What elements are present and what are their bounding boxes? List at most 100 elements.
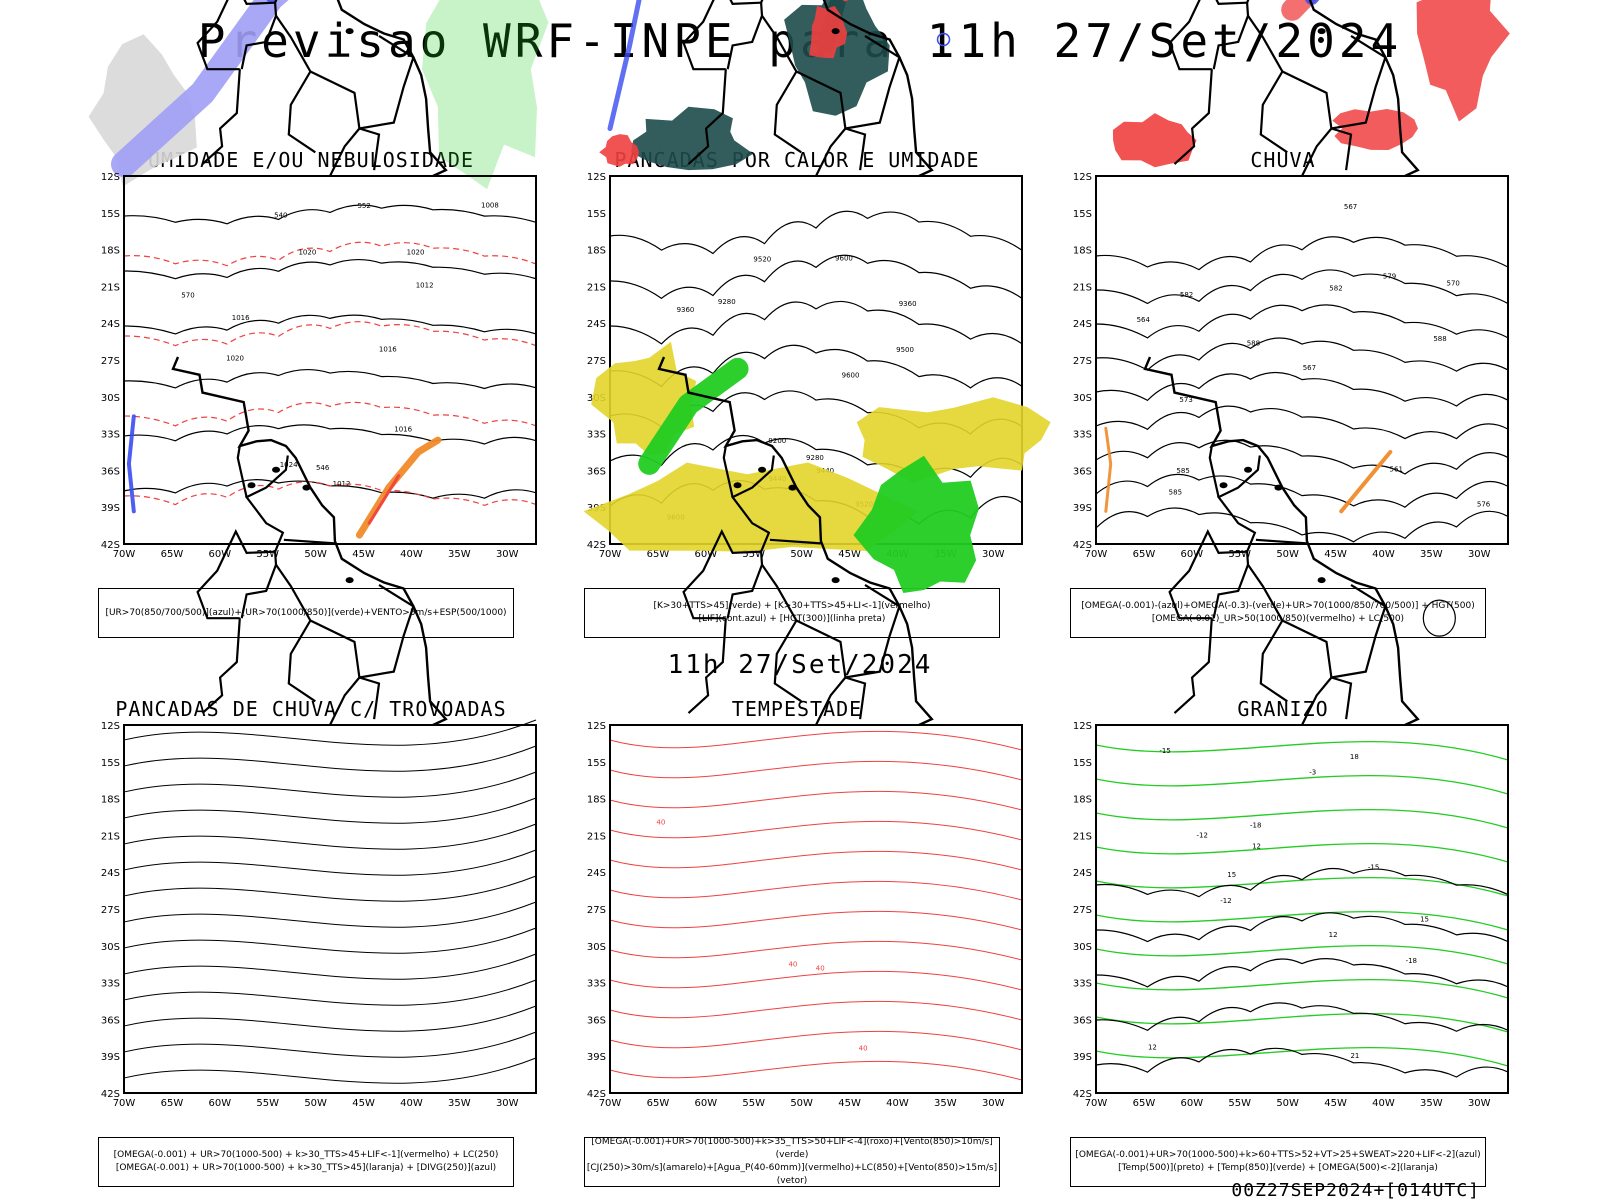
border-line <box>687 618 727 714</box>
contour-label: 576 <box>1477 500 1491 508</box>
lifted-index-line <box>607 0 642 132</box>
lat-label: 30S <box>101 393 120 404</box>
border-line <box>1247 564 1333 726</box>
contour-label: 1024 <box>280 461 298 469</box>
humidity-low-region <box>422 0 549 190</box>
lifted-index-line <box>936 32 951 47</box>
temp-500-contour <box>1095 1002 1509 1032</box>
lat-label: 33S <box>1073 979 1092 990</box>
streamline <box>123 901 537 928</box>
lat-label: 12S <box>587 721 606 732</box>
omega-500-area <box>1104 426 1113 513</box>
lon-label: 50W <box>790 1098 813 1109</box>
isobar <box>123 204 537 225</box>
contour-label: 546 <box>316 464 330 472</box>
lon-label: 60W <box>695 1098 718 1109</box>
streamline <box>123 771 537 798</box>
lon-label: 40W <box>1372 549 1395 560</box>
lon-label: 70W <box>599 1098 622 1109</box>
lat-label: 27S <box>101 356 120 367</box>
lon-label: 45W <box>1324 549 1347 560</box>
lat-label: 39S <box>587 1052 606 1063</box>
convective-area <box>784 0 890 116</box>
contour-label: 567 <box>1303 364 1316 372</box>
panel-granizo: GRANIZO -3 12 12 15 18 21 -12 -15 -18 -18 12 15 -12-… <box>1068 356 1509 1187</box>
contour-label: 12 <box>1329 931 1338 939</box>
lat-label: 36S <box>1073 466 1092 477</box>
streamline-850 <box>609 1000 1023 1021</box>
border-line <box>845 676 867 720</box>
temp-850-contour <box>1095 945 1509 965</box>
height-contour <box>1095 473 1509 508</box>
streamline <box>123 823 537 850</box>
lon-label: 60W <box>209 1098 232 1109</box>
border-line <box>1247 15 1333 177</box>
lat-label: 39S <box>1073 1052 1092 1063</box>
lake-mark <box>247 482 256 489</box>
contour-label: 1012 <box>416 281 434 289</box>
contour-label: -15 <box>1159 747 1170 755</box>
lat-label: 27S <box>1073 905 1092 916</box>
thickness-line <box>123 401 537 427</box>
legend-line: [OMEGA(-0.01)_UR>50(1000/850)(vermelho) … <box>1151 614 1405 624</box>
legend-line: [CJ(250)>30m/s](amarelo)+[Agua_P(40-60mm… <box>586 1163 998 1186</box>
panel-title: GRANIZO <box>1237 697 1329 721</box>
streamline-850 <box>609 970 1023 991</box>
legend-line: [LIF](cont.azul) + [HGT(300)](linha pret… <box>698 614 886 624</box>
border-line <box>1331 34 1387 130</box>
lat-label: 30S <box>587 942 606 953</box>
lat-label: 33S <box>101 430 120 441</box>
height-contour <box>1095 337 1509 372</box>
lat-label: 42S <box>101 1089 120 1100</box>
lat-label: 18S <box>1073 795 1092 806</box>
thunder-area-orange <box>355 436 442 539</box>
height-contour <box>609 210 1023 255</box>
lon-label: 55W <box>1228 549 1251 560</box>
lon-label: 45W <box>352 1098 375 1109</box>
lat-label: 12S <box>1073 172 1092 183</box>
border-line <box>845 127 867 171</box>
lat-label: 30S <box>1073 942 1092 953</box>
run-info: 00Z27SEP2024+[014UTC] <box>1231 1180 1480 1201</box>
temp-850-contour <box>1095 843 1509 863</box>
streamline-850 <box>609 760 1023 781</box>
lon-label: 30W <box>1468 549 1491 560</box>
temp-500-contour <box>1095 867 1509 898</box>
lake-mark <box>1219 482 1228 489</box>
coastline <box>336 0 448 178</box>
lat-label: 18S <box>101 795 120 806</box>
lon-label: 70W <box>113 1098 136 1109</box>
border-line <box>201 618 241 714</box>
lake-mark <box>831 577 840 584</box>
lake-mark <box>831 28 840 35</box>
lat-label: 42S <box>1073 1089 1092 1100</box>
border-line <box>682 528 762 620</box>
contour-label: 9520 <box>753 256 771 264</box>
panel-title: PANCADAS DE CHUVA C/ TROVOADAS <box>115 697 507 721</box>
border-line <box>1255 538 1307 545</box>
lon-label: 60W <box>695 549 718 560</box>
thickness-line <box>123 321 537 347</box>
lat-label: 24S <box>1073 319 1092 330</box>
coastline <box>1308 0 1420 178</box>
contour-label: 585 <box>1176 467 1189 475</box>
panel-legend: [K>30+TTS>45](verde) + [K>30+TTS>45+LI<-… <box>584 588 1000 638</box>
contour-label: 588 <box>1247 340 1260 348</box>
lon-label: 35W <box>1420 549 1443 560</box>
contour-label: 570 <box>1447 279 1460 287</box>
lat-label: 33S <box>101 979 120 990</box>
convective-area <box>631 106 754 171</box>
panel-umidade-nebulosidade: UMIDADE E/OU NEBULOSIDADE 1016 1012 1020 10… <box>88 0 549 638</box>
panel-chuva: CHUVA 588 585 582 579 576 573 570 567 564 561 588 5… <box>1068 0 1510 638</box>
contour-label: 9360 <box>899 300 917 308</box>
lake-mark <box>345 577 354 584</box>
lat-label: 15S <box>1073 758 1092 769</box>
legend-line: [Temp(500)](preto) + [Temp(850)](verde) … <box>1118 1163 1438 1173</box>
border-line <box>196 0 276 71</box>
lon-label: 55W <box>1228 1098 1251 1109</box>
streamline-850 <box>609 850 1023 871</box>
streamline <box>123 745 537 772</box>
temp-850-contour <box>1095 775 1509 795</box>
streamline-850 <box>609 1060 1023 1081</box>
lake-mark <box>1274 484 1283 491</box>
